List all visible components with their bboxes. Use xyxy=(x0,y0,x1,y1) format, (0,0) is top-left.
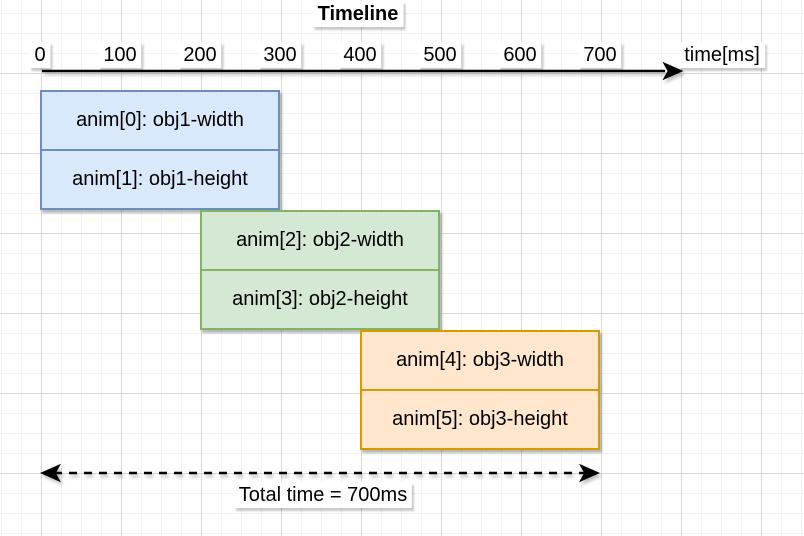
axis-tick-600: 600 xyxy=(498,42,542,68)
time-axis-arrowhead xyxy=(662,61,684,81)
axis-tick-200: 200 xyxy=(178,42,222,68)
total-time-arrowhead-left xyxy=(40,463,61,483)
total-time-arrowhead-right xyxy=(579,463,600,483)
axis-tick-500: 500 xyxy=(418,42,462,68)
anim-bar-1-label: anim[1]: obj1-height xyxy=(72,168,248,190)
axis-tick-400: 400 xyxy=(338,42,382,68)
track-obj3: anim[4]: obj3-width anim[5]: obj3-height xyxy=(360,330,600,450)
anim-bar-5: anim[5]: obj3-height xyxy=(362,389,598,448)
axis-tick-100: 100 xyxy=(98,42,142,68)
axis-unit-label: time[ms] xyxy=(679,42,765,68)
anim-bar-2: anim[2]: obj2-width xyxy=(202,212,438,269)
anim-bar-3-label: anim[3]: obj2-height xyxy=(232,288,408,310)
axis-tick-700: 700 xyxy=(578,42,622,68)
anim-bar-2-label: anim[2]: obj2-width xyxy=(236,229,404,251)
anim-bar-0-label: anim[0]: obj1-width xyxy=(76,109,244,131)
axis-tick-300: 300 xyxy=(258,42,302,68)
track-obj2: anim[2]: obj2-width anim[3]: obj2-height xyxy=(200,210,440,330)
track-obj1: anim[0]: obj1-width anim[1]: obj1-height xyxy=(40,90,280,210)
total-time-label: Total time = 700ms xyxy=(233,482,413,508)
anim-bar-3: anim[3]: obj2-height xyxy=(202,269,438,328)
diagram-title: Timeline xyxy=(312,1,404,27)
anim-bar-4: anim[4]: obj3-width xyxy=(362,332,598,389)
anim-bar-1: anim[1]: obj1-height xyxy=(42,149,278,208)
anim-bar-4-label: anim[4]: obj3-width xyxy=(396,349,564,371)
anim-bar-0: anim[0]: obj1-width xyxy=(42,92,278,149)
anim-bar-5-label: anim[5]: obj3-height xyxy=(392,408,568,430)
axis-tick-0: 0 xyxy=(29,42,51,68)
